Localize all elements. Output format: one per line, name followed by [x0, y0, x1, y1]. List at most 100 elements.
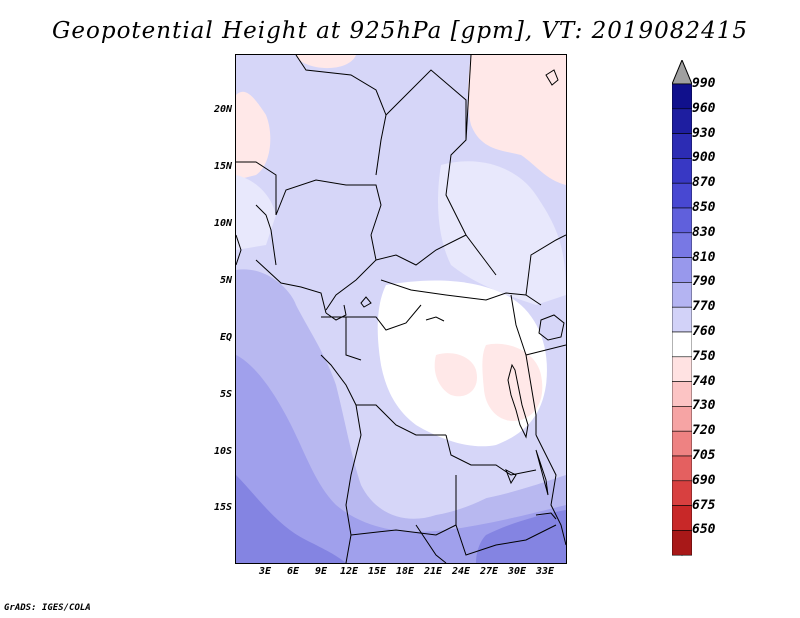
border-malawi-mozambique	[535, 434, 566, 546]
colorbar-tick-label: 730	[692, 398, 716, 414]
field-750-northeast	[467, 55, 566, 185]
colorbar-tick-label: 760	[692, 324, 716, 339]
lat-label-20n: 20N	[213, 104, 232, 115]
lat-label-eq: EQ	[219, 332, 232, 343]
lon-label-24e: 24E	[451, 566, 471, 577]
field-770-east	[438, 161, 566, 305]
colorbar-swatch	[672, 108, 692, 134]
field-850-southwest	[236, 475, 346, 563]
colorbar-tick-label: 830	[692, 224, 716, 240]
colorbar-tick-label: 850	[692, 200, 716, 215]
coast-angola	[345, 404, 362, 563]
border-nigeria-cameroon	[325, 234, 377, 311]
border-gabon	[345, 317, 362, 361]
border-westafrica	[255, 204, 277, 266]
field-830-southwest	[236, 355, 566, 563]
colorbar-swatch	[672, 430, 692, 457]
colorbar-swatch	[672, 232, 692, 258]
coast-westafrica	[236, 234, 242, 266]
lakes	[360, 69, 565, 520]
field-850-southeast	[476, 510, 566, 563]
lake-tanganyika	[507, 363, 529, 439]
colorbar-tick-label: 790	[692, 274, 716, 290]
colorbar-swatch	[672, 505, 692, 531]
colorbar-swatch	[672, 455, 692, 482]
lake-nasser	[545, 69, 559, 86]
contour-map	[236, 55, 566, 563]
map-title: Geopotential Height at 925hPa [gpm], VT:…	[52, 18, 748, 44]
colorbar-swatch	[672, 133, 692, 159]
lat-label-10n: 10N	[213, 218, 232, 229]
colorbar-swatch	[672, 406, 692, 432]
border-cameroon-congo	[321, 304, 422, 331]
lon-label-21e: 21E	[423, 566, 443, 577]
colorbar-tick-label: 690	[692, 472, 716, 488]
grads-credit: GrADS: IGES/COLA	[4, 603, 91, 613]
border-zambia-south	[455, 475, 557, 556]
colorbar-tick-label: 990	[692, 76, 716, 91]
colorbar-tick-label: 960	[692, 100, 716, 116]
lon-label-9e: 9E	[314, 566, 328, 577]
lake-victoria	[538, 314, 565, 341]
colorbar-tick-label: 705	[692, 448, 716, 463]
colorbar-swatch	[672, 306, 692, 333]
colorbar-swatch	[672, 158, 692, 184]
border-uganda	[525, 344, 566, 356]
lake-kariba	[535, 512, 557, 520]
colorbar-tick-label: 750	[692, 348, 716, 364]
colorbar-swatch	[672, 530, 692, 556]
border-algeria-niger	[295, 55, 387, 176]
border-libya-sudan	[465, 55, 472, 141]
colorbar-tick-label: 770	[692, 299, 716, 315]
colorbar-over-arrow	[672, 60, 692, 85]
border-niger-nigeria	[275, 179, 382, 236]
colorbar-tick-label: 740	[692, 373, 716, 389]
colorbar-tick-label: 720	[692, 423, 716, 439]
lon-label-3e: 3E	[258, 566, 272, 577]
colorbar-tick-label: 930	[692, 125, 716, 141]
lake-small-3	[505, 468, 517, 485]
colorbar-swatch	[672, 207, 692, 234]
field-770-west	[236, 175, 276, 250]
colorbar-tick-label: 870	[692, 175, 716, 191]
colorbar-swatch	[672, 381, 692, 407]
field-750-northwest	[236, 91, 271, 180]
lat-label-5s: 5S	[219, 389, 232, 400]
colorbar-tick-label: 810	[692, 249, 716, 265]
lon-label-12e: 12E	[339, 566, 359, 577]
lon-label-6e: 6E	[286, 566, 300, 577]
border-drc-angola	[356, 404, 446, 436]
lat-label-15s: 15S	[213, 502, 232, 513]
field-750-center	[434, 353, 477, 397]
lake-small-1	[360, 296, 372, 308]
colorbar-tick-label: 675	[692, 497, 716, 513]
coast-gulfofguinea	[255, 259, 327, 314]
lon-label-27e: 27E	[479, 566, 499, 577]
border-drc-east	[510, 294, 537, 435]
lake-malawi	[535, 449, 549, 496]
map-panel	[235, 54, 567, 564]
lon-label-33e: 33E	[535, 566, 555, 577]
lon-label-30e: 30E	[507, 566, 527, 577]
border-mauritania-mali	[236, 161, 277, 215]
colorbar	[672, 60, 692, 557]
coast-gabon-congo	[320, 354, 357, 406]
border-namibia-botswana	[415, 524, 447, 563]
lat-label-5n: 5N	[219, 275, 232, 286]
field-750-north	[296, 55, 356, 69]
colorbar-swatch	[672, 356, 692, 382]
border-niger-chad	[385, 69, 497, 276]
colorbar-swatch	[672, 182, 692, 209]
colorbar-swatch	[672, 331, 692, 358]
borders	[236, 55, 566, 563]
colorbar-swatch	[672, 282, 692, 308]
colorbar-tick-label: 650	[692, 522, 716, 538]
border-angola-namibia	[350, 524, 457, 536]
lon-label-18e: 18E	[395, 566, 415, 577]
lat-label-15n: 15N	[213, 161, 232, 172]
lat-label-10s: 10S	[213, 446, 232, 457]
colorbar-swatch	[672, 257, 692, 283]
border-chad-car	[375, 234, 467, 266]
colorbar-swatch	[672, 83, 692, 110]
colorbar-swatch	[672, 480, 692, 506]
